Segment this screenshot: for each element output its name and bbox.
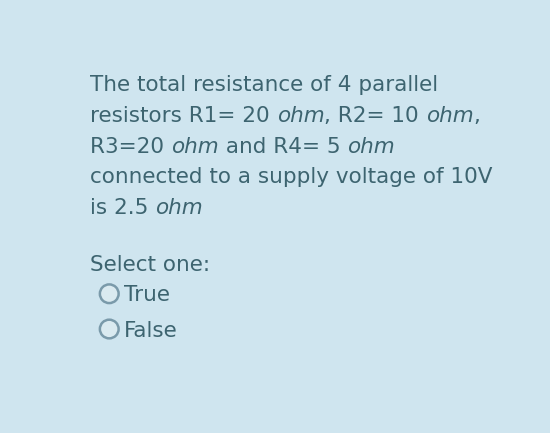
Text: , R2= 10: , R2= 10	[324, 106, 426, 126]
Text: connected to a supply voltage of 10V: connected to a supply voltage of 10V	[90, 167, 493, 187]
Text: is 2.5: is 2.5	[90, 198, 155, 218]
Text: resistors R1= 20: resistors R1= 20	[90, 106, 277, 126]
Text: and R4= 5: and R4= 5	[219, 137, 347, 157]
Text: The total resistance of 4 parallel: The total resistance of 4 parallel	[90, 75, 438, 95]
Text: ohm: ohm	[277, 106, 324, 126]
Ellipse shape	[100, 320, 119, 338]
Text: ohm: ohm	[426, 106, 474, 126]
Text: True: True	[124, 285, 170, 305]
Text: ohm: ohm	[347, 137, 395, 157]
Ellipse shape	[100, 284, 119, 303]
Text: Select one:: Select one:	[90, 255, 210, 275]
Text: False: False	[124, 321, 178, 341]
Text: ohm: ohm	[155, 198, 203, 218]
Text: ohm: ohm	[171, 137, 219, 157]
Text: R3=20: R3=20	[90, 137, 171, 157]
Text: ,: ,	[474, 106, 481, 126]
